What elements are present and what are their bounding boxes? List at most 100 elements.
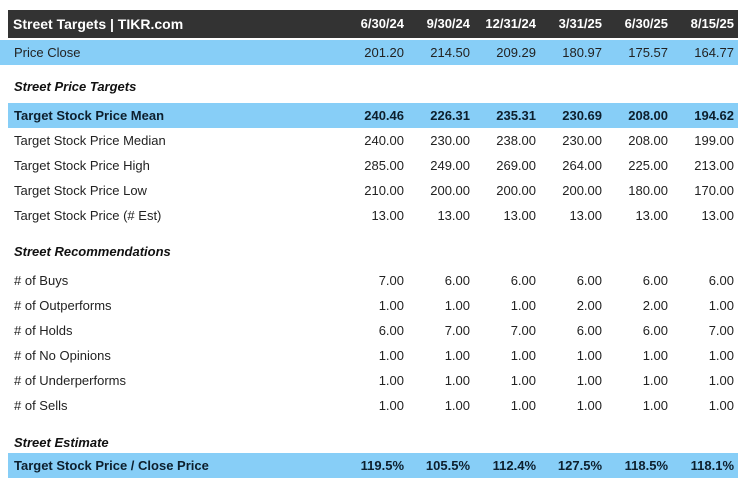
row-label: Target Stock Price (# Est) — [14, 208, 162, 223]
cell-value: 230.69 — [562, 108, 602, 123]
cell-value: 6.00 — [510, 273, 536, 288]
cell-value: 1.00 — [576, 348, 602, 363]
cell-value: 13.00 — [635, 208, 668, 223]
cell-value: 1.00 — [444, 298, 470, 313]
cell-value: 170.00 — [694, 183, 734, 198]
cell-value: 112.4% — [492, 458, 536, 473]
cell-value: 1.00 — [378, 398, 404, 413]
cell-value: 7.00 — [378, 273, 404, 288]
cell-value: 1.00 — [444, 398, 470, 413]
cell-value: 13.00 — [371, 208, 404, 223]
column-header-date: 9/30/24 — [426, 16, 470, 31]
cell-value: 6.00 — [444, 273, 470, 288]
cell-value: 7.00 — [444, 323, 470, 338]
row-label: # of No Opinions — [14, 348, 111, 363]
cell-value: 1.00 — [708, 348, 734, 363]
cell-value: 1.00 — [444, 348, 470, 363]
cell-value: 240.46 — [364, 108, 404, 123]
table-title: Street Targets | TIKR.com — [13, 16, 184, 32]
cell-value: 1.00 — [378, 348, 404, 363]
cell-value: 118.1% — [690, 458, 734, 473]
cell-value: 1.00 — [510, 298, 536, 313]
cell-value: 225.00 — [628, 158, 668, 173]
cell-value: 194.62 — [694, 108, 734, 123]
cell-value: 6.00 — [378, 323, 404, 338]
cell-value: 1.00 — [576, 398, 602, 413]
row-label: # of Outperforms — [14, 298, 112, 313]
column-header-date: 6/30/24 — [360, 16, 404, 31]
cell-value: 7.00 — [510, 323, 536, 338]
cell-value: 180.00 — [628, 183, 668, 198]
cell-value: 208.00 — [628, 133, 668, 148]
cell-value: 210.00 — [364, 183, 404, 198]
cell-value: 7.00 — [708, 323, 734, 338]
row-num-buys: # of Buys 7.00 6.00 6.00 6.00 6.00 6.00 — [8, 268, 738, 293]
cell-value: 105.5% — [425, 458, 470, 473]
column-header-date: 3/31/25 — [558, 16, 602, 31]
table-header-row: Street Targets | TIKR.com 6/30/24 9/30/2… — [8, 10, 738, 38]
cell-value: 2.00 — [576, 298, 602, 313]
cell-value: 1.00 — [510, 373, 536, 388]
cell-value: 230.00 — [430, 133, 470, 148]
row-label: Target Stock Price / Close Price — [14, 458, 209, 473]
column-header-date: 12/31/24 — [485, 16, 536, 31]
cell-value: 208.00 — [628, 108, 668, 123]
row-num-sells: # of Sells 1.00 1.00 1.00 1.00 1.00 1.00 — [8, 393, 738, 418]
cell-value: 6.00 — [576, 323, 602, 338]
row-num-holds: # of Holds 6.00 7.00 7.00 6.00 6.00 7.00 — [8, 318, 738, 343]
cell-value: 1.00 — [642, 398, 668, 413]
row-label: Target Stock Price Mean — [14, 108, 165, 123]
row-label: # of Buys — [14, 273, 69, 288]
cell-value: 1.00 — [444, 373, 470, 388]
cell-value: 200.00 — [430, 183, 470, 198]
cell-value: 6.00 — [576, 273, 602, 288]
cell-value: 213.00 — [694, 158, 734, 173]
cell-value: 2.00 — [642, 298, 668, 313]
row-target-price-vs-close: Target Stock Price / Close Price 119.5% … — [8, 453, 738, 478]
cell-value: 1.00 — [708, 298, 734, 313]
column-header-date: 8/15/25 — [690, 16, 734, 31]
row-num-underperforms: # of Underperforms 1.00 1.00 1.00 1.00 1… — [8, 368, 738, 393]
cell-value: 13.00 — [437, 208, 470, 223]
cell-value: 214.50 — [430, 45, 470, 60]
cell-value: 1.00 — [642, 348, 668, 363]
cell-value: 1.00 — [642, 373, 668, 388]
cell-value: 13.00 — [503, 208, 536, 223]
cell-value: 230.00 — [562, 133, 602, 148]
cell-value: 1.00 — [510, 398, 536, 413]
column-header-date: 6/30/25 — [624, 16, 668, 31]
row-label: Target Stock Price High — [14, 158, 150, 173]
cell-value: 13.00 — [569, 208, 602, 223]
cell-value: 127.5% — [557, 458, 602, 473]
row-label: # of Sells — [14, 398, 68, 413]
cell-value: 249.00 — [430, 158, 470, 173]
row-target-price-median: Target Stock Price Median 240.00 230.00 … — [8, 128, 738, 153]
cell-value: 118.5% — [624, 458, 668, 473]
row-price-close: Price Close 201.20 214.50 209.29 180.97 … — [0, 40, 738, 65]
row-label: # of Holds — [14, 323, 73, 338]
row-label: Target Stock Price Median — [14, 133, 166, 148]
cell-value: 200.00 — [562, 183, 602, 198]
cell-value: 264.00 — [562, 158, 602, 173]
cell-value: 1.00 — [708, 373, 734, 388]
cell-value: 6.00 — [708, 273, 734, 288]
cell-value: 180.97 — [562, 45, 602, 60]
street-targets-table: Street Targets | TIKR.com 6/30/24 9/30/2… — [0, 10, 742, 494]
cell-value: 1.00 — [576, 373, 602, 388]
row-label: # of Underperforms — [14, 373, 126, 388]
cell-value: 164.77 — [694, 45, 734, 60]
cell-value: 209.29 — [496, 45, 536, 60]
cell-value: 119.5% — [360, 458, 404, 473]
cell-value: 285.00 — [364, 158, 404, 173]
row-target-price-num-est: Target Stock Price (# Est) 13.00 13.00 1… — [8, 203, 738, 228]
cell-value: 240.00 — [364, 133, 404, 148]
cell-value: 1.00 — [510, 348, 536, 363]
cell-value: 269.00 — [496, 158, 536, 173]
row-target-price-high: Target Stock Price High 285.00 249.00 26… — [8, 153, 738, 178]
cell-value: 6.00 — [642, 273, 668, 288]
row-num-outperforms: # of Outperforms 1.00 1.00 1.00 2.00 2.0… — [8, 293, 738, 318]
cell-value: 201.20 — [364, 45, 404, 60]
cell-value: 238.00 — [496, 133, 536, 148]
cell-value: 226.31 — [430, 108, 470, 123]
row-target-price-mean: Target Stock Price Mean 240.46 226.31 23… — [8, 103, 738, 128]
